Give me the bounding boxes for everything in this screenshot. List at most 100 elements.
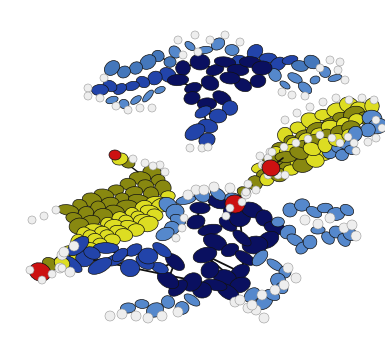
Ellipse shape	[295, 199, 310, 211]
Ellipse shape	[292, 139, 300, 147]
Ellipse shape	[252, 186, 260, 194]
Ellipse shape	[244, 180, 252, 188]
Ellipse shape	[229, 209, 251, 227]
Ellipse shape	[217, 283, 239, 300]
Ellipse shape	[101, 218, 116, 231]
Ellipse shape	[126, 244, 142, 256]
Ellipse shape	[203, 234, 227, 250]
Ellipse shape	[288, 73, 302, 83]
Ellipse shape	[290, 147, 308, 159]
Ellipse shape	[225, 195, 245, 213]
Ellipse shape	[93, 208, 113, 224]
Ellipse shape	[222, 101, 238, 115]
Ellipse shape	[161, 168, 169, 176]
Ellipse shape	[327, 208, 345, 220]
Ellipse shape	[365, 98, 379, 114]
Ellipse shape	[156, 227, 174, 241]
Ellipse shape	[281, 116, 289, 124]
Ellipse shape	[84, 92, 92, 100]
Ellipse shape	[151, 198, 172, 212]
Ellipse shape	[280, 81, 290, 89]
Ellipse shape	[358, 94, 366, 102]
Ellipse shape	[26, 266, 34, 274]
Ellipse shape	[129, 155, 137, 163]
Ellipse shape	[304, 135, 312, 143]
Ellipse shape	[287, 234, 303, 246]
Ellipse shape	[198, 119, 218, 133]
Ellipse shape	[141, 159, 149, 167]
Ellipse shape	[155, 87, 165, 94]
Ellipse shape	[169, 280, 187, 296]
Ellipse shape	[239, 57, 261, 67]
Ellipse shape	[68, 248, 84, 262]
Ellipse shape	[352, 147, 360, 155]
Ellipse shape	[276, 282, 288, 294]
Ellipse shape	[115, 193, 129, 203]
Ellipse shape	[155, 180, 171, 196]
Ellipse shape	[164, 57, 176, 67]
Ellipse shape	[243, 303, 253, 313]
Ellipse shape	[90, 201, 105, 215]
Ellipse shape	[48, 270, 56, 278]
Ellipse shape	[268, 147, 284, 161]
Ellipse shape	[151, 174, 165, 185]
Ellipse shape	[131, 96, 141, 104]
Ellipse shape	[225, 183, 235, 193]
Ellipse shape	[114, 84, 127, 94]
Ellipse shape	[138, 216, 158, 232]
Ellipse shape	[235, 295, 245, 305]
Ellipse shape	[148, 104, 156, 112]
Ellipse shape	[110, 225, 128, 237]
Ellipse shape	[350, 139, 358, 147]
Ellipse shape	[100, 74, 108, 82]
Ellipse shape	[334, 66, 342, 74]
Ellipse shape	[159, 197, 177, 213]
Ellipse shape	[117, 66, 131, 78]
Ellipse shape	[170, 214, 186, 226]
Ellipse shape	[270, 168, 288, 182]
Ellipse shape	[121, 220, 141, 231]
Ellipse shape	[166, 253, 184, 271]
Ellipse shape	[319, 129, 335, 145]
Ellipse shape	[318, 137, 332, 153]
Ellipse shape	[298, 133, 316, 147]
Ellipse shape	[283, 203, 297, 217]
Ellipse shape	[282, 56, 298, 64]
Ellipse shape	[176, 61, 190, 75]
Ellipse shape	[197, 46, 213, 54]
Ellipse shape	[193, 247, 217, 263]
Ellipse shape	[372, 134, 380, 142]
Ellipse shape	[264, 154, 272, 162]
Ellipse shape	[256, 210, 272, 226]
Ellipse shape	[59, 247, 69, 257]
Ellipse shape	[28, 216, 36, 224]
Ellipse shape	[101, 197, 119, 209]
Ellipse shape	[231, 264, 249, 280]
Ellipse shape	[306, 122, 328, 138]
Ellipse shape	[345, 96, 353, 104]
Ellipse shape	[345, 145, 359, 155]
Ellipse shape	[257, 290, 267, 300]
Ellipse shape	[280, 225, 296, 239]
Ellipse shape	[242, 236, 268, 254]
Ellipse shape	[183, 190, 193, 200]
Ellipse shape	[341, 121, 360, 135]
Ellipse shape	[121, 303, 136, 313]
Ellipse shape	[372, 116, 380, 124]
Ellipse shape	[169, 46, 181, 58]
Ellipse shape	[296, 130, 315, 142]
Ellipse shape	[266, 148, 274, 156]
Ellipse shape	[241, 202, 263, 218]
Ellipse shape	[138, 248, 158, 264]
Ellipse shape	[288, 91, 296, 99]
Ellipse shape	[350, 102, 372, 118]
Ellipse shape	[351, 231, 361, 241]
Ellipse shape	[320, 67, 331, 78]
Ellipse shape	[378, 124, 385, 132]
Ellipse shape	[153, 243, 171, 257]
Ellipse shape	[306, 153, 324, 167]
Ellipse shape	[112, 153, 128, 165]
Ellipse shape	[259, 313, 269, 323]
Ellipse shape	[284, 135, 300, 148]
Ellipse shape	[134, 214, 152, 226]
